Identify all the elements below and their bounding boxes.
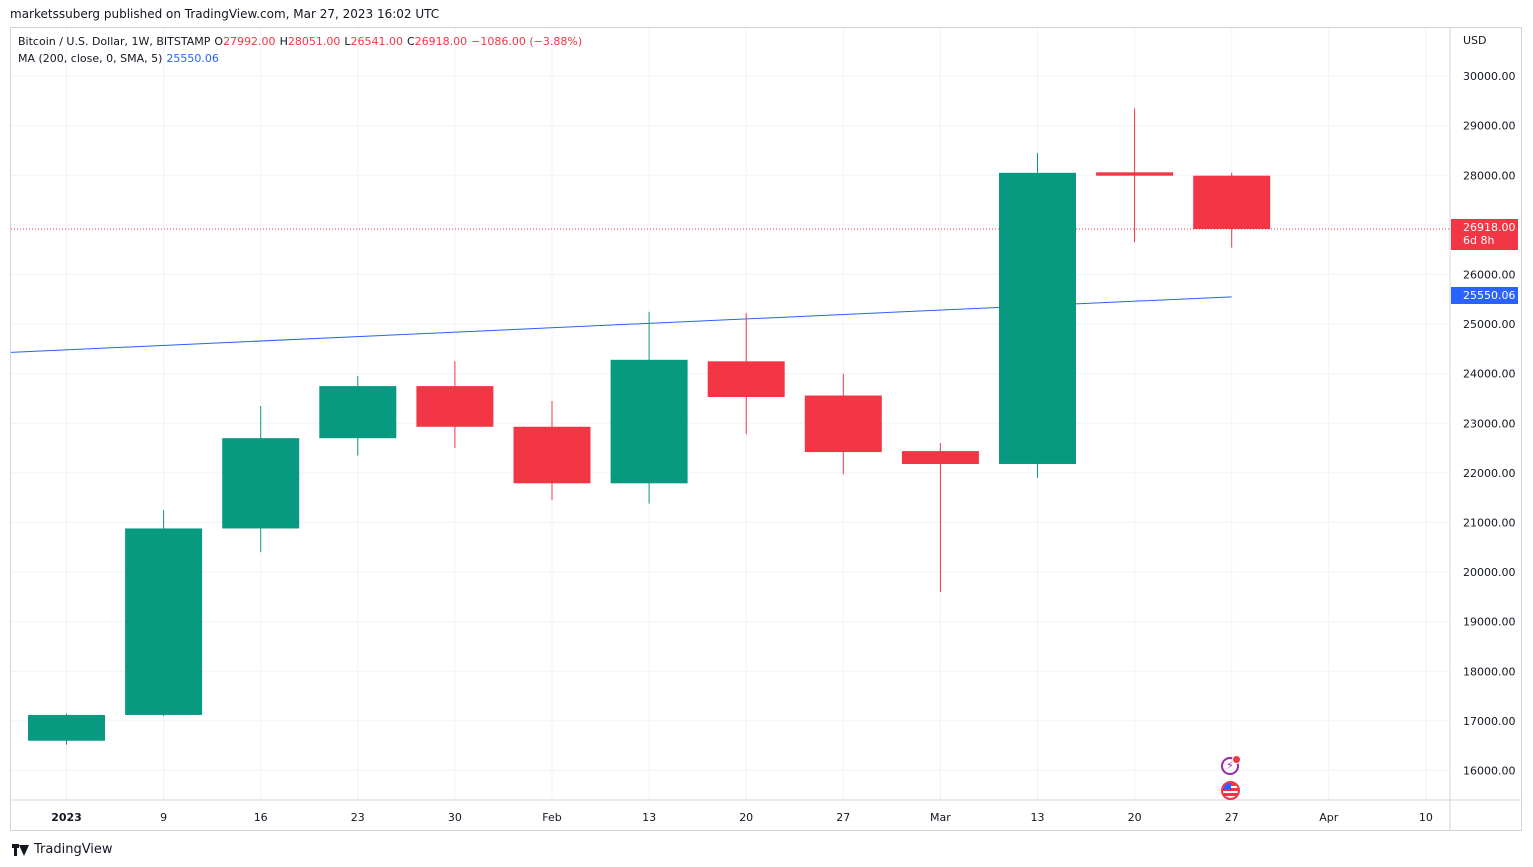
- close-value: 26918.00: [414, 35, 468, 48]
- candle-body: [416, 386, 494, 427]
- y-tick-label: 20000.00: [1463, 566, 1516, 579]
- bar-countdown: 6d 8h: [1463, 234, 1495, 247]
- x-tick-label: 2023: [51, 811, 82, 824]
- y-tick-label: 25000.00: [1463, 318, 1516, 331]
- ma-price-badge: 25550.06: [1451, 287, 1518, 304]
- tradingview-logo[interactable]: TradingView: [12, 842, 113, 857]
- y-tick-label: 28000.00: [1463, 169, 1516, 182]
- x-axis: 2023 9 16 23 30 Feb 13 20 27 Mar 13 20 27 Apr 10: [11, 799, 1521, 824]
- candle-body: [513, 426, 591, 484]
- y-tick-label: 24000.00: [1463, 368, 1516, 381]
- candle-body: [1096, 172, 1174, 176]
- brand-name: TradingView: [34, 842, 113, 857]
- x-tick-label: 13: [642, 811, 656, 824]
- candle-body: [901, 451, 979, 464]
- tradingview-logo-icon: [12, 843, 29, 856]
- candle: [319, 376, 397, 456]
- x-tick-label: 13: [1031, 811, 1045, 824]
- low-label: L: [344, 35, 351, 48]
- y-tick-label: 18000.00: [1463, 665, 1516, 678]
- candle: [416, 361, 494, 449]
- y-tick-label: 30000.00: [1463, 70, 1516, 83]
- ma-value: 25550.06: [166, 52, 219, 65]
- chart-grid: [11, 28, 1450, 800]
- notification-dot: [1232, 755, 1241, 764]
- y-axis: 16000.00 17000.00 18000.00 19000.00 20000.00…: [1449, 28, 1516, 830]
- flag-canton: [1223, 783, 1231, 790]
- publisher-byline: marketssuberg published on TradingView.c…: [10, 7, 440, 21]
- candle-body: [1193, 175, 1271, 229]
- x-tick-label: 30: [448, 811, 462, 824]
- x-tick-label: 9: [160, 811, 167, 824]
- candle-body: [222, 438, 300, 529]
- ma-label[interactable]: MA (200, close, 0, SMA, 5): [18, 52, 163, 65]
- candle-body: [319, 386, 397, 439]
- chart-frame: [10, 27, 1522, 831]
- lightning-icon[interactable]: ⚡: [1221, 755, 1241, 775]
- x-tick-label: 27: [1225, 811, 1239, 824]
- y-tick-label: 21000.00: [1463, 517, 1516, 530]
- us-flag-icon[interactable]: [1221, 781, 1240, 800]
- candle-body: [28, 714, 105, 741]
- candle: [28, 713, 105, 745]
- last-price-value: 26918.00: [1463, 221, 1516, 234]
- x-tick-label: 27: [836, 811, 850, 824]
- candle: [901, 443, 979, 592]
- x-tick-label: 23: [351, 811, 365, 824]
- candles: [28, 108, 1271, 745]
- candle: [999, 152, 1076, 478]
- x-tick-label: Apr: [1319, 811, 1339, 824]
- symbol-title[interactable]: Bitcoin / U.S. Dollar, 1W, BITSTAMP: [18, 35, 211, 48]
- x-tick-label: Mar: [930, 811, 951, 824]
- candle-body: [804, 395, 882, 453]
- candle: [707, 313, 785, 435]
- candle: [1096, 108, 1174, 243]
- last-price-badge: 26918.00 6d 8h: [1451, 219, 1518, 250]
- candle: [125, 510, 203, 716]
- open-value: 27992.00: [223, 35, 276, 48]
- x-tick-label: 10: [1419, 811, 1433, 824]
- high-value: 28051.00: [287, 35, 341, 48]
- y-tick-label: 16000.00: [1463, 765, 1516, 778]
- y-tick-label: 29000.00: [1463, 120, 1516, 133]
- y-tick-label: 19000.00: [1463, 616, 1516, 629]
- y-tick-label: 23000.00: [1463, 417, 1516, 430]
- x-tick-label: 16: [254, 811, 268, 824]
- y-tick-label: 22000.00: [1463, 467, 1516, 480]
- high-label: H: [279, 35, 288, 48]
- candle: [1193, 172, 1271, 248]
- x-tick-label: 20: [739, 811, 753, 824]
- ohlc-legend: Bitcoin / U.S. Dollar, 1W, BITSTAMP O2799…: [18, 35, 586, 48]
- close-label: C: [406, 35, 415, 48]
- candle-body: [125, 528, 203, 715]
- currency-label[interactable]: USD: [1463, 34, 1487, 47]
- x-tick-label: Feb: [542, 811, 561, 824]
- candle: [513, 400, 591, 501]
- x-tick-label: 20: [1128, 811, 1142, 824]
- candle-body: [707, 361, 785, 398]
- change-value: −1086.00 (−3.88%): [471, 35, 583, 48]
- candle: [610, 311, 688, 504]
- y-tick-label: 17000.00: [1463, 715, 1516, 728]
- low-value: 26541.00: [350, 35, 403, 48]
- candle-body: [610, 359, 688, 484]
- candle: [222, 405, 300, 553]
- candle: [804, 373, 882, 475]
- open-label: O: [214, 35, 224, 48]
- candle-body: [999, 172, 1076, 464]
- ma-legend: MA (200, close, 0, SMA, 5) 25550.06: [18, 52, 223, 65]
- y-tick-label: 26000.00: [1463, 269, 1516, 282]
